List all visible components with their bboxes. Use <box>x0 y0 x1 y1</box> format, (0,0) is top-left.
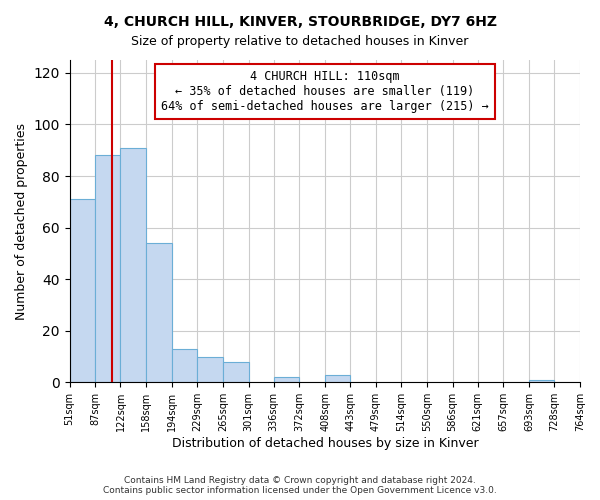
Bar <box>95 156 121 382</box>
Bar <box>325 374 350 382</box>
Bar <box>197 356 223 382</box>
Bar <box>223 362 248 382</box>
Text: 4 CHURCH HILL: 110sqm
← 35% of detached houses are smaller (119)
64% of semi-det: 4 CHURCH HILL: 110sqm ← 35% of detached … <box>161 70 489 112</box>
Bar <box>529 380 554 382</box>
Text: Size of property relative to detached houses in Kinver: Size of property relative to detached ho… <box>131 35 469 48</box>
Bar <box>70 200 95 382</box>
Y-axis label: Number of detached properties: Number of detached properties <box>15 122 28 320</box>
Bar <box>146 243 172 382</box>
Text: Contains HM Land Registry data © Crown copyright and database right 2024.
Contai: Contains HM Land Registry data © Crown c… <box>103 476 497 495</box>
Bar <box>172 349 197 382</box>
Text: 4, CHURCH HILL, KINVER, STOURBRIDGE, DY7 6HZ: 4, CHURCH HILL, KINVER, STOURBRIDGE, DY7… <box>104 15 497 29</box>
Bar <box>274 377 299 382</box>
X-axis label: Distribution of detached houses by size in Kinver: Distribution of detached houses by size … <box>172 437 478 450</box>
Bar <box>121 148 146 382</box>
